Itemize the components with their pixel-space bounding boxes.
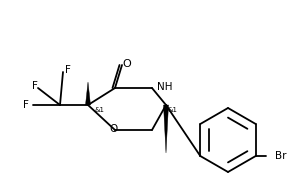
Text: O: O [123, 59, 131, 69]
Text: F: F [65, 65, 71, 75]
Polygon shape [86, 82, 91, 105]
Text: F: F [32, 81, 38, 91]
Text: &1: &1 [168, 107, 178, 113]
Text: &1: &1 [95, 107, 105, 113]
Text: F: F [23, 100, 29, 110]
Polygon shape [163, 105, 168, 153]
Text: NH: NH [157, 82, 173, 92]
Text: Br: Br [275, 151, 286, 161]
Text: O: O [110, 124, 118, 134]
